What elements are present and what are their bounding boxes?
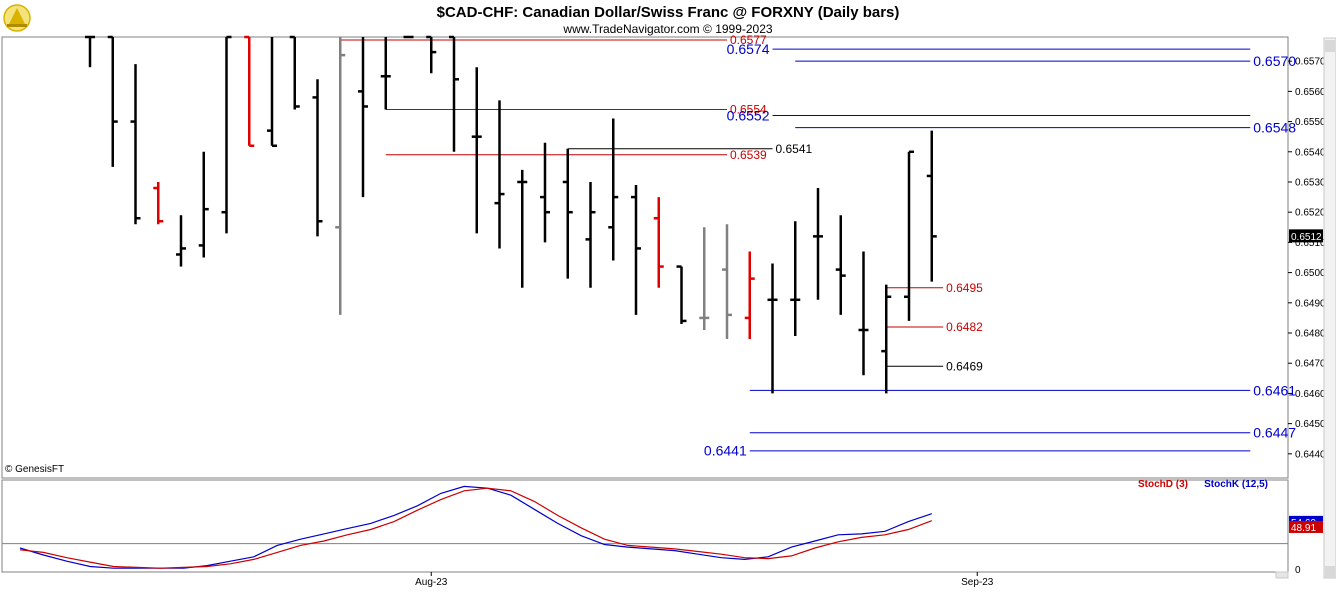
level-label: 0.6574 bbox=[727, 41, 770, 57]
level-label: 0.6552 bbox=[727, 107, 770, 123]
ohlc-bar bbox=[471, 67, 482, 234]
ohlc-bar bbox=[517, 169, 528, 288]
ohlc-bar bbox=[312, 79, 323, 237]
trade-navigator-logo-icon bbox=[3, 4, 31, 32]
ohlc-bar bbox=[813, 188, 823, 300]
stoch-legend-d: StochD (3) bbox=[1138, 479, 1188, 490]
ohlc-bar bbox=[744, 251, 755, 340]
price-tick-label: 0.6550 bbox=[1295, 117, 1326, 128]
date-axis: Aug-23 Sep-23 bbox=[415, 572, 994, 588]
stoch-line bbox=[19, 487, 933, 569]
price-tick-label: 0.6500 bbox=[1295, 268, 1326, 279]
ohlc-bar bbox=[289, 35, 300, 110]
level-label: 0.6539 bbox=[730, 148, 767, 162]
level-label: 0.6482 bbox=[946, 320, 983, 334]
ohlc-bar bbox=[449, 35, 459, 152]
price-tick-label: 0.6570 bbox=[1295, 57, 1326, 68]
ohlc-bar bbox=[653, 197, 664, 288]
stoch-value-label: 48.91 bbox=[1291, 523, 1316, 534]
ohlc-bar bbox=[426, 35, 437, 74]
horizontal-scrollbar[interactable] bbox=[1275, 571, 1289, 579]
level-label: 0.6554 bbox=[730, 103, 767, 117]
ohlc-bar bbox=[335, 37, 346, 315]
stoch-tick-label: 0 bbox=[1295, 565, 1301, 576]
watermark: © GenesisFT bbox=[5, 464, 64, 475]
ohlc-bar bbox=[85, 35, 95, 68]
level-label: 0.6441 bbox=[704, 443, 747, 459]
ohlc-bar bbox=[835, 215, 846, 315]
level-label: 0.6469 bbox=[946, 359, 983, 373]
stochastic-panel bbox=[1, 479, 1289, 573]
price-tick-label: 0.6530 bbox=[1295, 177, 1326, 188]
price-tick-label: 0.6470 bbox=[1295, 359, 1326, 370]
ohlc-bar bbox=[358, 37, 368, 198]
last-price-box bbox=[1289, 229, 1323, 243]
ohlc-bar bbox=[221, 35, 232, 234]
price-panel bbox=[1, 36, 1289, 479]
price-tick-label: 0.6460 bbox=[1295, 389, 1326, 400]
ohlc-bar bbox=[267, 37, 277, 147]
ohlc-bar bbox=[676, 265, 687, 324]
price-tick-label: 0.6490 bbox=[1295, 298, 1326, 309]
price-tick-label: 0.6520 bbox=[1295, 208, 1326, 219]
date-tick-label: Sep-23 bbox=[961, 577, 994, 588]
level-label: 0.6495 bbox=[946, 281, 983, 295]
price-tick-label: 0.6480 bbox=[1295, 329, 1326, 340]
ohlc-bars bbox=[85, 35, 937, 394]
ohlc-bar bbox=[244, 35, 255, 147]
ohlc-bar bbox=[790, 221, 801, 337]
ohlc-bar bbox=[585, 181, 596, 288]
price-axis: 0.6570 0.6560 0.6550 0.6540 0.6530 0.6520 0.65… bbox=[1288, 57, 1326, 460]
ohlc-bar bbox=[858, 251, 869, 376]
level-label: 0.6548 bbox=[1253, 120, 1296, 136]
level-label: 0.6461 bbox=[1253, 382, 1296, 398]
level-label: 0.6541 bbox=[776, 142, 813, 156]
ohlc-bar bbox=[153, 181, 164, 225]
level-label: 0.6577 bbox=[730, 33, 767, 47]
chart-subtitle: www.TradeNavigator.com © 1999-2023 bbox=[562, 22, 772, 36]
ohlc-bar bbox=[608, 118, 619, 261]
date-tick-label: Aug-23 bbox=[415, 577, 448, 588]
ohlc-bar bbox=[699, 227, 710, 330]
last-price-label: 0.6512 bbox=[1291, 232, 1322, 243]
price-tick-label: 0.6450 bbox=[1295, 419, 1326, 430]
ohlc-bar bbox=[926, 130, 937, 282]
stoch-value-box bbox=[1289, 520, 1323, 533]
ohlc-bar bbox=[540, 142, 550, 243]
ohlc-bar bbox=[380, 37, 391, 110]
ohlc-bar bbox=[767, 263, 778, 394]
vertical-scrollbar[interactable] bbox=[1323, 37, 1336, 579]
ohlc-bar bbox=[176, 215, 186, 267]
price-tick-label: 0.6440 bbox=[1295, 449, 1326, 460]
price-tick-label: 0.6560 bbox=[1295, 87, 1326, 98]
price-tick-label: 0.6540 bbox=[1295, 147, 1326, 158]
ohlc-bar bbox=[881, 284, 892, 394]
ohlc-bar bbox=[722, 224, 732, 340]
stoch-legend-k: StochK (12,5) bbox=[1204, 479, 1268, 490]
level-label: 0.6570 bbox=[1253, 53, 1296, 69]
chart-title: $CAD-CHF: Canadian Dollar/Swiss Franc @ … bbox=[437, 4, 900, 21]
ohlc-bar bbox=[631, 185, 641, 315]
ohlc-bar bbox=[562, 148, 573, 279]
ohlc-bar bbox=[130, 64, 141, 225]
ohlc-bar bbox=[107, 35, 118, 167]
ohlc-bar bbox=[198, 151, 209, 258]
ohlc-bar bbox=[904, 150, 914, 321]
ohlc-bar bbox=[494, 100, 505, 249]
price-tick-label: 0.6510 bbox=[1295, 238, 1326, 249]
level-label: 0.6447 bbox=[1253, 425, 1296, 441]
